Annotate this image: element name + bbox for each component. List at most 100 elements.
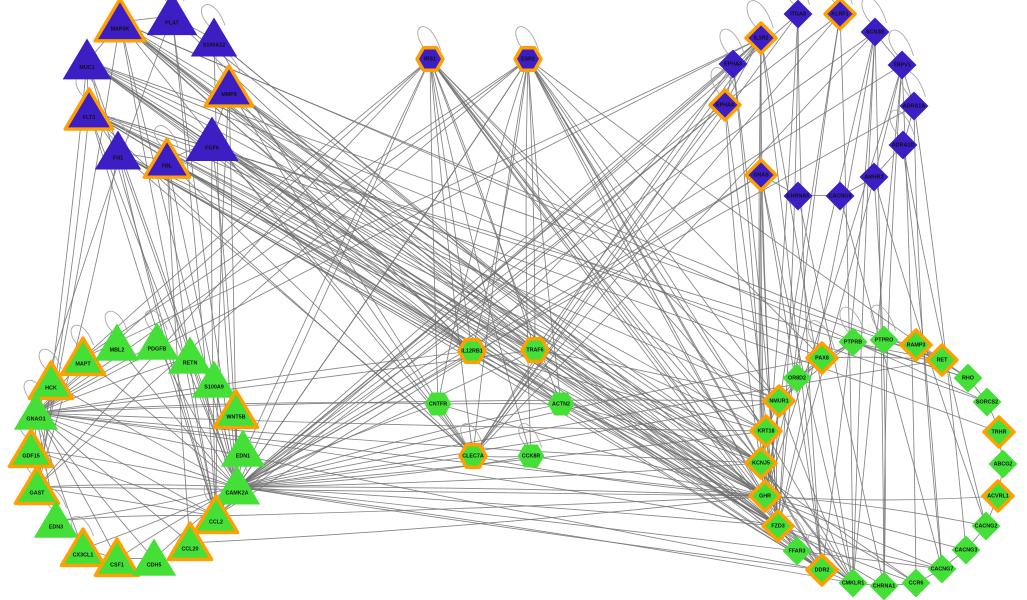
graph-node-mapt[interactable] bbox=[59, 336, 107, 377]
graph-edge bbox=[777, 64, 903, 527]
graph-node-cacng8[interactable] bbox=[825, 181, 855, 211]
graph-node-csf1[interactable] bbox=[93, 537, 141, 578]
graph-edge bbox=[86, 60, 780, 402]
graph-node-esr2[interactable] bbox=[513, 46, 543, 72]
graph-node-mbl2[interactable] bbox=[95, 323, 139, 361]
graph-node-s100a9[interactable] bbox=[192, 360, 236, 398]
graph-node-ccr6[interactable] bbox=[901, 568, 931, 598]
graph-node-s100a12[interactable] bbox=[191, 17, 237, 57]
graph-node-map3k[interactable] bbox=[93, 0, 147, 43]
graph-node-mmp9[interactable] bbox=[203, 64, 255, 108]
graph-node-adra1d[interactable] bbox=[888, 130, 918, 160]
graph-node-itga8[interactable] bbox=[783, 0, 813, 29]
graph-node-fgf6[interactable] bbox=[185, 116, 239, 161]
graph-node-actn2[interactable] bbox=[547, 392, 575, 416]
graph-node-cx3cl1[interactable] bbox=[59, 527, 107, 568]
graph-node-cmklr1[interactable] bbox=[838, 568, 868, 598]
graph-node-il12rb1[interactable] bbox=[457, 338, 487, 364]
graph-node-fzd3[interactable] bbox=[761, 509, 795, 543]
graph-edge bbox=[764, 64, 903, 497]
graph-edge bbox=[88, 110, 474, 457]
graph-edge bbox=[236, 13, 841, 488]
graph-node-gdf15[interactable] bbox=[7, 428, 55, 469]
graph-node-krt18[interactable] bbox=[749, 414, 783, 448]
graph-node-trpv1[interactable] bbox=[887, 50, 917, 80]
graph-node-irs1[interactable] bbox=[415, 46, 445, 72]
graph-node-hck[interactable] bbox=[27, 360, 75, 401]
graph-node-ptpro[interactable] bbox=[869, 325, 899, 355]
graph-node-nmur1[interactable] bbox=[762, 384, 796, 418]
graph-node-ghr[interactable] bbox=[748, 479, 782, 513]
graph-node-gast[interactable] bbox=[13, 465, 61, 506]
graph-edge bbox=[166, 159, 217, 517]
graph-node-chrna5[interactable] bbox=[783, 181, 813, 211]
graph-node-ccl2[interactable] bbox=[192, 494, 240, 535]
graph-node-epha3[interactable] bbox=[718, 49, 748, 79]
graph-node-acvrl1[interactable] bbox=[981, 479, 1015, 513]
graph-edge bbox=[764, 495, 917, 584]
graph-node-flt3[interactable] bbox=[63, 87, 115, 131]
graph-node-pax8[interactable] bbox=[805, 341, 839, 375]
graph-node-amhr2[interactable] bbox=[859, 162, 889, 192]
graph-node-retn[interactable] bbox=[168, 336, 212, 374]
graph-edge bbox=[228, 87, 766, 497]
graph-node-cntfr[interactable] bbox=[424, 392, 452, 416]
graph-node-muc1[interactable] bbox=[62, 38, 112, 80]
graph-node-ret[interactable] bbox=[925, 343, 959, 377]
graph-node-wnt5b[interactable] bbox=[212, 389, 260, 430]
graph-node-cacng2[interactable] bbox=[971, 511, 1001, 541]
graph-node-camk2a[interactable] bbox=[214, 465, 260, 505]
graph-node-pdgfb[interactable] bbox=[135, 322, 179, 360]
graph-node-clec7a[interactable] bbox=[458, 443, 488, 469]
graph-node-klrf1[interactable] bbox=[823, 0, 857, 31]
graph-node-ccl20[interactable] bbox=[166, 521, 214, 562]
graph-node-adra1a[interactable] bbox=[899, 91, 929, 121]
graph-node-cck8r[interactable] bbox=[517, 444, 545, 468]
graph-edge bbox=[758, 37, 762, 464]
graph-edge bbox=[236, 104, 726, 488]
graph-node-cacng7[interactable] bbox=[927, 554, 957, 584]
graph-node-sorcs2[interactable] bbox=[972, 387, 1002, 417]
graph-node-cdh5[interactable] bbox=[132, 538, 176, 576]
graph-node-ffar3[interactable] bbox=[782, 536, 812, 566]
graph-edge bbox=[36, 58, 529, 488]
graph-edge bbox=[527, 58, 823, 571]
graph-edge bbox=[777, 13, 799, 527]
graph-node-gnao1[interactable] bbox=[14, 392, 58, 430]
graph-node-trhr[interactable] bbox=[982, 415, 1016, 449]
graph-edge bbox=[236, 430, 767, 488]
graph-node-chrna1[interactable] bbox=[869, 571, 899, 600]
graph-node-ramp3[interactable] bbox=[899, 328, 933, 362]
graph-edge bbox=[82, 58, 431, 359]
graph-node-cacng3[interactable] bbox=[951, 535, 981, 565]
graph-node-traf6[interactable] bbox=[520, 337, 550, 363]
graph-edge bbox=[117, 151, 238, 488]
nodes-layer[interactable] bbox=[7, 0, 1018, 600]
graph-node-ptprb[interactable] bbox=[838, 327, 868, 357]
graph-edge bbox=[236, 174, 762, 488]
graph-node-epha4[interactable] bbox=[708, 88, 742, 122]
graph-edge bbox=[429, 58, 762, 464]
graph-edge bbox=[35, 58, 529, 414]
graph-node-fn1[interactable] bbox=[95, 130, 141, 170]
graph-node-scn3b[interactable] bbox=[860, 17, 890, 47]
graph-node-or8d2[interactable] bbox=[782, 363, 812, 393]
graph-edge bbox=[86, 60, 473, 352]
graph-node-ddr2[interactable] bbox=[805, 553, 839, 587]
graph-node-gnas[interactable] bbox=[744, 158, 778, 192]
graph-node-abcg2[interactable] bbox=[988, 449, 1018, 479]
graph-edge bbox=[119, 21, 474, 457]
graph-node-kcnj5[interactable] bbox=[744, 446, 778, 480]
graph-node-edn3[interactable] bbox=[34, 500, 78, 538]
graph-node-plat[interactable] bbox=[146, 0, 198, 36]
graph-edge bbox=[236, 350, 473, 488]
graph-node-rho[interactable] bbox=[953, 363, 983, 393]
graph-node-fbl[interactable] bbox=[142, 137, 192, 179]
graph-edge bbox=[86, 60, 536, 351]
graph-node-il1r2[interactable] bbox=[744, 21, 778, 55]
graph-edge bbox=[215, 58, 529, 517]
graph-edge bbox=[797, 195, 885, 587]
graph-edge bbox=[171, 15, 217, 517]
graph-node-edn1[interactable] bbox=[221, 429, 265, 467]
